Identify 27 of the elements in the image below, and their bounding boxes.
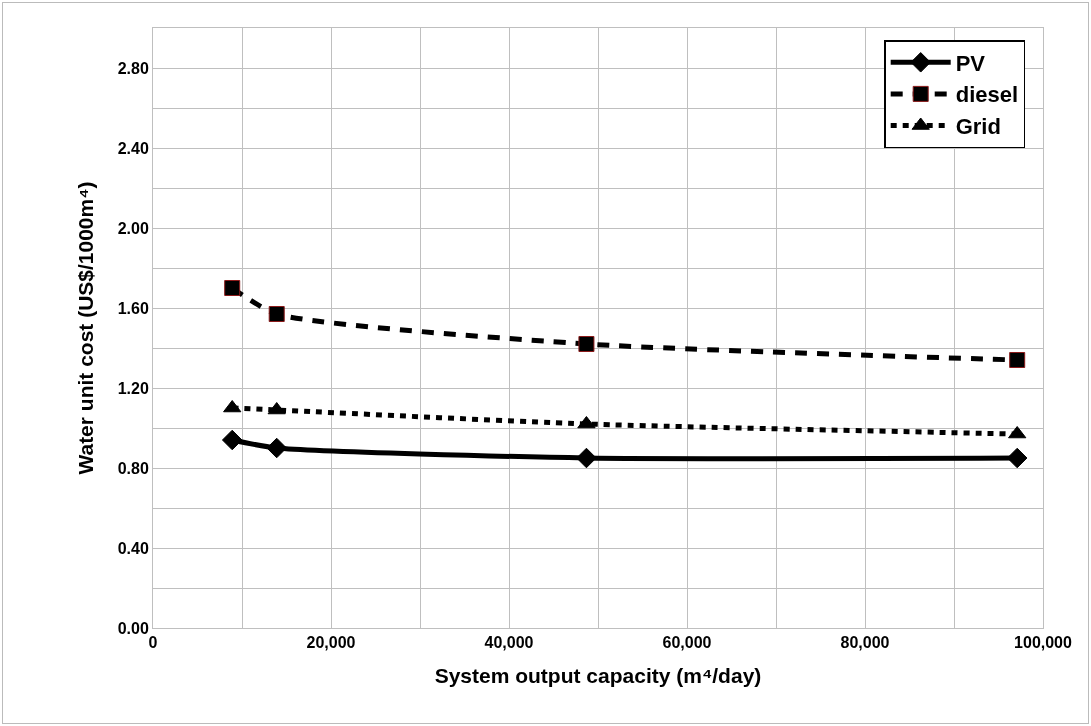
x-tick-label: 40,000 <box>484 634 534 652</box>
y-tick-label: 2.00 <box>117 219 149 237</box>
point <box>224 280 241 296</box>
y-axis-title: Water unit cost (US$/1000m⁴) <box>73 181 97 475</box>
legend-label: PV <box>955 50 986 76</box>
x-tick-label: 100,000 <box>1014 634 1073 652</box>
y-tick-label: 0.40 <box>117 539 149 557</box>
point <box>578 336 595 352</box>
point <box>221 429 243 451</box>
y-tick-label: 0.80 <box>117 459 149 477</box>
y-tick-label: 1.60 <box>117 299 149 317</box>
x-tick-label: 0 <box>148 634 158 652</box>
y-tick-label: 1.20 <box>117 379 149 397</box>
legend-label: Grid <box>955 114 1001 140</box>
legend-label: diesel <box>955 82 1019 108</box>
point <box>268 306 285 322</box>
y-tick-label: 2.40 <box>117 139 149 157</box>
y-tick-label: 0.00 <box>117 619 149 637</box>
point <box>1006 447 1028 469</box>
x-tick-label: 60,000 <box>662 634 712 652</box>
x-tick-label: 80,000 <box>840 634 890 652</box>
point <box>266 437 287 459</box>
x-axis-title: System output capacity (m⁴/day) <box>434 664 762 688</box>
point <box>1009 352 1026 368</box>
x-tick-label: 20,000 <box>306 634 356 652</box>
y-tick-label: 2.80 <box>117 59 149 77</box>
point <box>576 447 597 469</box>
